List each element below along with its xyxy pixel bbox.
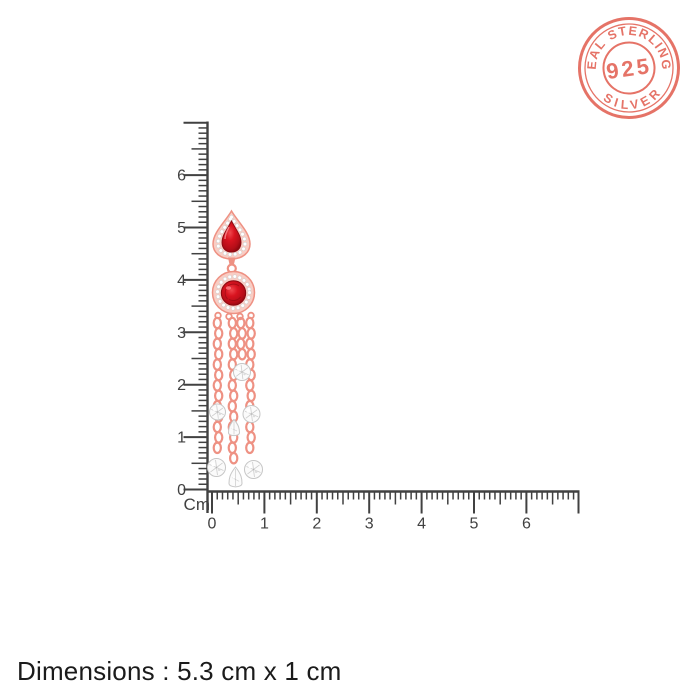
vertical-ruler-cm: 0 1 2 3 4 5 6 <box>177 121 209 513</box>
h-ruler-label: 5 <box>470 516 479 533</box>
middle-chain-end-drop <box>228 466 243 488</box>
stamp-middle-ring <box>584 23 674 113</box>
stamp-bottom-arc-text: SILVER <box>599 83 667 117</box>
tassel-chain <box>227 316 239 465</box>
right-chain-mid-crystal <box>242 405 261 423</box>
left-chain-mid-crystal <box>209 403 226 421</box>
horizontal-ruler-cm: 0 1 2 3 4 5 6 <box>207 490 580 533</box>
stamp-top-arc-text: REAL STERLING <box>0 0 674 164</box>
round-halo-element <box>211 270 256 315</box>
v-ruler-label: 4 <box>177 272 186 289</box>
halo-cz-beads <box>216 213 247 257</box>
v-ruler-label: 2 <box>177 377 186 394</box>
middle-chain-mid-drop <box>227 418 241 437</box>
attachment-ring <box>236 312 244 321</box>
h-ruler-label: 2 <box>312 516 321 533</box>
h-ruler-label: 0 <box>208 516 217 533</box>
right-chain-end-crystal <box>244 460 263 479</box>
v-ruler-label: 5 <box>177 220 186 237</box>
stamp-925-text: 925 <box>605 53 654 84</box>
stamp-inner-ring <box>602 41 656 95</box>
halo-cz-beads <box>216 275 251 310</box>
pear-halo-stud <box>212 209 251 260</box>
dimensions-caption: Dimensions : 5.3 cm x 1 cm <box>17 656 342 686</box>
h-ruler-label: 3 <box>365 516 374 533</box>
h-ruler-label: 1 <box>260 516 269 533</box>
sterling-silver-925-stamp-icon: REAL STERLING SILVER 925 <box>0 0 680 164</box>
tassel-chain <box>212 316 224 455</box>
earring <box>207 209 263 488</box>
v-ruler-label: 3 <box>177 325 186 342</box>
v-ruler-label: 1 <box>177 430 186 447</box>
short-chain-end-crystal <box>233 363 251 381</box>
ruler-unit-label: Cm <box>184 495 210 514</box>
tassel-chain <box>245 316 256 455</box>
v-ruler-label: 6 <box>177 168 186 185</box>
h-ruler-label: 6 <box>522 516 531 533</box>
bail <box>228 257 236 265</box>
red-pear-stone <box>221 219 242 253</box>
h-ruler-label: 4 <box>417 516 426 533</box>
stamp-outer-ring <box>578 17 680 119</box>
tassel-chain <box>236 316 247 361</box>
v-ruler-label: 0 <box>177 482 186 499</box>
left-chain-end-crystal <box>207 458 226 477</box>
